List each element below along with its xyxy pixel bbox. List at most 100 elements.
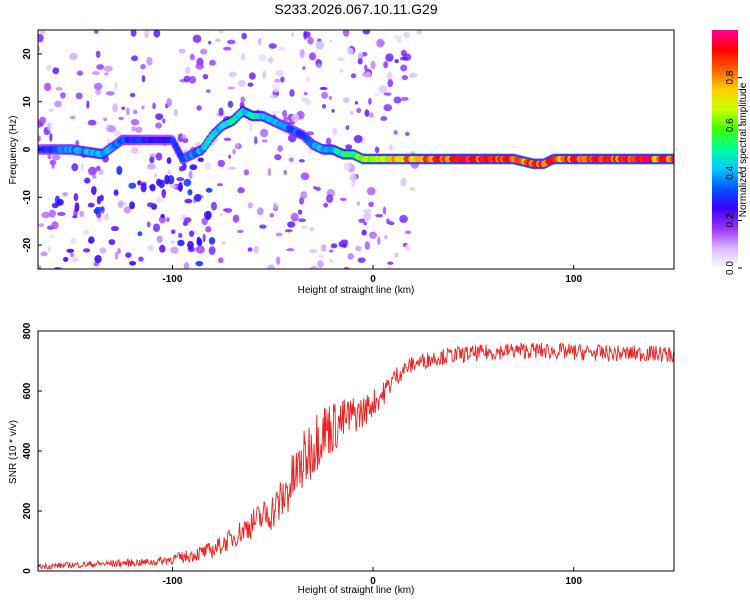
heatmap-noise-cell (56, 212, 66, 216)
heatmap-noise-cell (287, 221, 296, 228)
heatmap-noise-cell (223, 208, 228, 212)
heatmap-noise-cell (38, 33, 44, 43)
heatmap-noise-cell (118, 116, 125, 120)
heatmap-noise-cell (93, 82, 103, 91)
heatmap-noise-cell (385, 53, 394, 62)
heatmap-noise-cell (223, 137, 232, 141)
heatmap-noise-cell (291, 113, 300, 123)
heatmap-noise-cell (393, 96, 402, 104)
heatmap-noise-cell (404, 131, 410, 137)
heatmap-noise-cell (310, 265, 318, 269)
snr-y-label: SNR (10 * v/v) (8, 420, 19, 484)
heatmap-noise-cell (368, 231, 377, 239)
heatmap-noise-cell (110, 225, 119, 232)
heatmap-noise-cell (388, 221, 395, 226)
heatmap-noise-cell (182, 220, 188, 226)
heatmap-noise-cell (262, 70, 267, 80)
heatmap-noise-cell (87, 119, 97, 126)
heatmap-noise-cell (321, 103, 327, 109)
heatmap-noise-cell (339, 68, 344, 73)
heatmap-noise-cell (223, 46, 232, 51)
heatmap-noise-cell (129, 92, 136, 98)
heatmap-noise-cell (370, 60, 376, 70)
heatmap-noise-cell (117, 248, 121, 255)
heatmap-noise-cell (125, 252, 132, 258)
heatmap-noise-cell (235, 142, 240, 149)
heatmap-noise-cell (240, 53, 246, 61)
heatmap-noise-cell (205, 211, 211, 221)
heatmap-noise-cell (274, 78, 281, 83)
heatmap-noise-cell (218, 30, 224, 34)
heatmap-noise-cell (93, 30, 99, 35)
heatmap-noise-cell (192, 34, 202, 43)
heatmap-noise-cell (280, 76, 285, 83)
heatmap-noise-cell (52, 67, 60, 75)
heatmap-noise-cell (141, 75, 146, 83)
heatmap-noise-cell (342, 30, 350, 37)
heatmap-noise-cell (178, 232, 183, 238)
heatmap-noise-cell (366, 186, 376, 196)
heatmap-noise-cell (113, 130, 122, 138)
heatmap-noise-cell (288, 157, 294, 163)
heatmap-noise-cell (103, 117, 108, 122)
heatmap-noise-cell (137, 231, 143, 237)
heatmap-noise-cell (187, 189, 193, 196)
heatmap-noise-cell (160, 214, 165, 219)
heatmap-noise-cell (114, 251, 119, 260)
heatmap-noise-cell (189, 53, 195, 61)
heatmap-noise-cell (147, 202, 154, 208)
heatmap-noise-cell (284, 229, 293, 233)
heatmap-noise-cell (69, 52, 78, 61)
heatmap-noise-cell (183, 75, 191, 83)
heatmap-noise-cell (79, 210, 85, 218)
heatmap-noise-cell (247, 202, 253, 209)
heatmap-noise-cell (155, 152, 163, 161)
heatmap-noise-cell (112, 103, 118, 113)
heatmap-ridge-cell (670, 155, 674, 163)
heatmap-noise-cell (362, 212, 372, 222)
snr-y-tick-label: 600 (22, 382, 33, 399)
heatmap-noise-cell (364, 71, 372, 78)
heatmap-noise-cell (273, 202, 278, 210)
heatmap-noise-cell (80, 162, 84, 172)
heatmap-noise-cell (71, 256, 79, 263)
heatmap-noise-cell (227, 166, 237, 170)
heatmap-noise-cell (267, 264, 276, 269)
heatmap-noise-cell (170, 246, 179, 254)
heatmap-noise-cell (374, 146, 380, 154)
heatmap-noise-cell (39, 116, 47, 125)
heatmap-noise-cell (72, 215, 78, 219)
heatmap-noise-cell (300, 172, 310, 181)
heatmap-noise-cell (347, 253, 354, 260)
heatmap-noise-cell (399, 56, 408, 61)
heatmap-noise-cell (205, 89, 211, 93)
heatmap-noise-cell (378, 40, 386, 46)
spectrogram-x-tick-label: 0 (370, 274, 376, 285)
heatmap-noise-cell (316, 62, 322, 69)
heatmap-noise-cell (208, 40, 212, 45)
heatmap-noise-cell (62, 256, 69, 262)
heatmap-noise-cell (128, 182, 137, 189)
heatmap-noise-cell (247, 247, 253, 252)
snr-panel: -100 0 100 0 200 400 600 800 Height of straigh… (8, 322, 675, 596)
heatmap-noise-cell (383, 61, 389, 69)
heatmap-noise-cell (158, 179, 165, 189)
heatmap-noise-cell (176, 177, 185, 182)
heatmap-noise-cell (153, 30, 161, 38)
heatmap-noise-cell (156, 235, 163, 244)
heatmap-noise-cell (46, 122, 52, 131)
heatmap-noise-cell (197, 157, 205, 162)
colorbar: 0.0 0.2 0.4 0.6 0.8 Normalized spectral ampl… (712, 30, 749, 275)
heatmap-noise-cell (368, 112, 374, 118)
heatmap-noise-cell (135, 126, 143, 133)
heatmap-noise-cell (325, 194, 334, 203)
heatmap-noise-cell (330, 243, 338, 249)
heatmap-noise-cell (386, 71, 393, 81)
heatmap-noise-cell (129, 201, 135, 210)
heatmap-noise-cell (130, 119, 140, 126)
heatmap-noise-cell (159, 244, 166, 253)
heatmap-noise-cell (49, 132, 53, 142)
heatmap-noise-cell (149, 183, 156, 192)
heatmap-noise-cell (208, 246, 216, 256)
